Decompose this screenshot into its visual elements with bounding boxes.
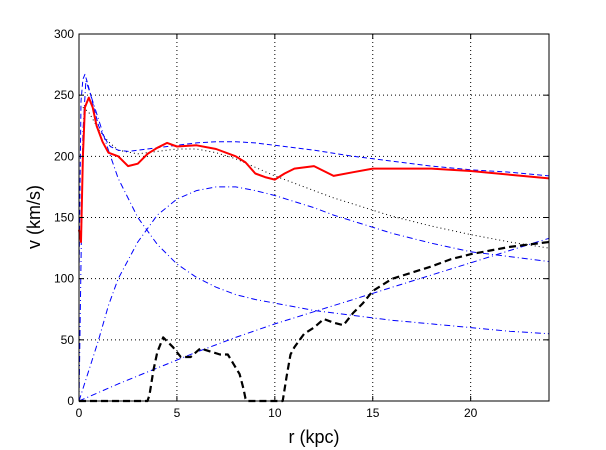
plot-background: [79, 34, 549, 401]
y-tick-label: 150: [54, 211, 74, 225]
x-tick-label: 15: [366, 406, 380, 420]
series-line-1: [79, 240, 550, 403]
series-line-2: [78, 186, 550, 402]
x-axis-label: r (kpc): [289, 427, 340, 447]
y-tick-label: 200: [54, 149, 74, 163]
y-axis-label: v (km/s): [24, 185, 44, 249]
series-line-0: [78, 96, 550, 243]
y-tick-label: 100: [54, 272, 74, 286]
y-tick-label: 250: [54, 88, 74, 102]
y-tick-label: 300: [54, 27, 74, 41]
series-line-6: [82, 107, 550, 249]
series-line-5: [78, 73, 550, 279]
x-tick-label: 10: [268, 406, 282, 420]
series-layer: [78, 73, 550, 403]
x-tick-label: 0: [76, 406, 83, 420]
x-tick-label: 20: [464, 406, 478, 420]
x-tick-label: 5: [174, 406, 181, 420]
series-line-3: [78, 80, 550, 402]
series-line-4: [78, 237, 550, 402]
y-tick-label: 0: [67, 394, 74, 408]
y-tick-label: 50: [61, 333, 75, 347]
